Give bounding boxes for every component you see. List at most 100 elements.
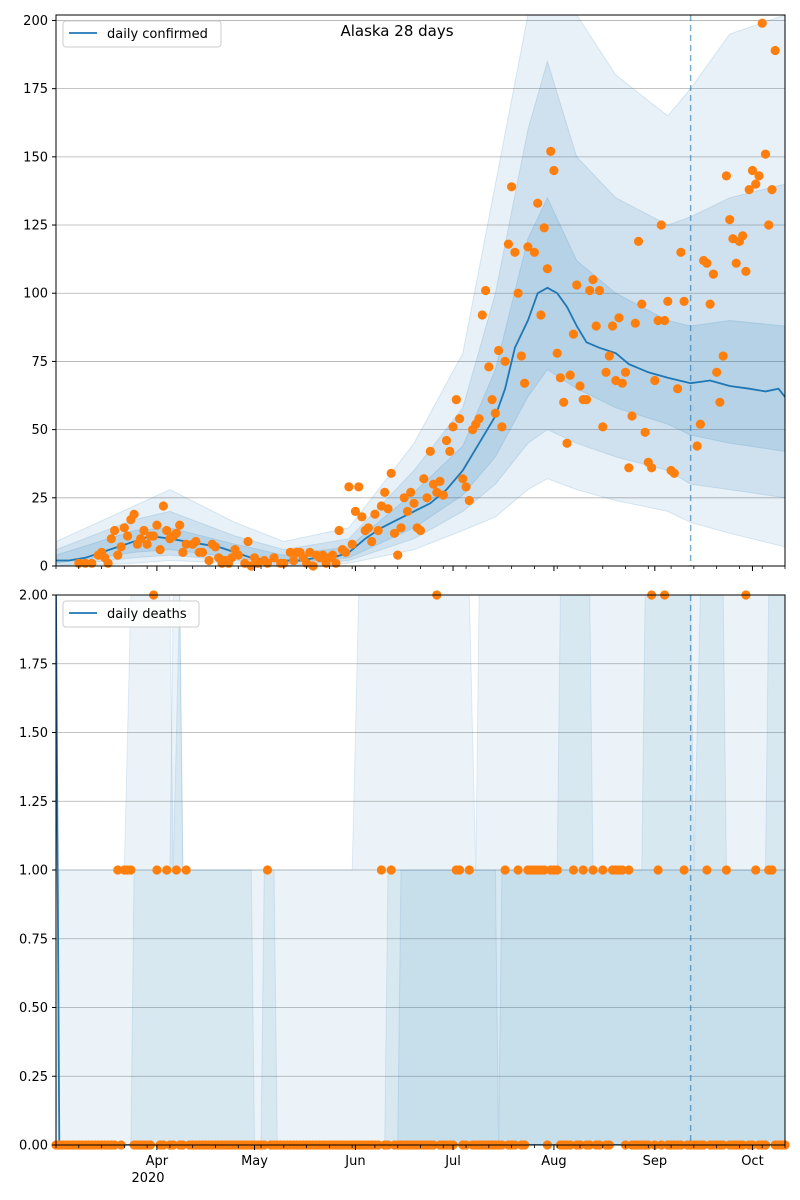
confirmed-data-point [181,539,191,549]
confirmed-data-point [435,476,445,486]
deaths-data-point [126,865,136,875]
deaths-data-point [598,865,608,875]
deaths-data-point [552,865,562,875]
deaths-data-point [653,865,663,875]
confirmed-data-point [402,506,413,516]
confirmed-y-ticks: 0 25 50 75 100 125 150 175 200 [23,14,56,575]
confirmed-data-point [197,547,208,558]
confirmed-data-point [233,550,243,560]
deaths-band [56,869,785,1145]
confirmed-data-point [344,482,354,492]
deaths-data-point [152,865,162,875]
confirmed-data-point [113,550,123,560]
confirmed-data-point [529,247,540,257]
deaths-data-point [113,865,123,875]
confirmed-data-point [285,547,295,558]
deaths-data-point [500,865,510,875]
confirmed-data-point [572,280,582,290]
confirmed-data-point [123,531,133,541]
confirmed-data-point [764,220,774,230]
confirmed-data-point [712,367,722,377]
deaths-legend-box [62,600,200,628]
confirmed-data-point [162,525,172,536]
confirmed-data-point [383,504,393,514]
confirmed-data-point [601,367,611,377]
confirmed-data-point [328,550,338,560]
confirmed-panel: 0 25 50 75 100 125 150 175 200 Alaska 28 days da… [23,14,786,575]
confirmed-data-point [490,408,500,418]
confirmed-legend-label: daily confirmed [107,27,208,42]
deaths-data-point [702,865,712,875]
confirmed-data-point [334,525,344,536]
confirmed-data-point [425,446,435,456]
confirmed-data-point [549,165,559,176]
deaths-xtick-label: Aug [541,1154,566,1169]
confirmed-data-point [640,427,650,437]
confirmed-data-point [575,381,585,391]
deaths-data-point [171,865,181,875]
confirmed-data-point [624,463,634,473]
confirmed-data-point [620,367,631,377]
deaths-data-point [386,865,396,875]
confirmed-data-point [679,296,689,306]
confirmed-data-point [669,468,679,478]
confirmed-data-point [363,523,373,533]
confirmed-legend-box [62,20,222,48]
confirmed-data-point [503,239,513,249]
confirmed-data-point [741,266,751,276]
confirmed-data-point [591,321,601,331]
confirmed-data-point [630,318,640,328]
confirmed-data-point [347,539,357,549]
confirmed-data-point [406,487,416,497]
confirmed-ytick-label: 50 [31,423,48,438]
confirmed-data-point [341,547,351,558]
confirmed-data-point [464,495,474,506]
confirmed-data-point [396,523,406,533]
deaths-data-point [679,865,689,875]
confirmed-ytick-label: 75 [31,355,48,370]
confirmed-data-point [718,351,728,361]
deaths-y-ticks: 0.00 0.25 0.50 0.75 1.00 1.25 1.50 1.75 2.00 [19,589,56,1154]
deaths-data-point [767,865,777,875]
confirmed-data-point [210,542,221,552]
confirmed-data-point [568,329,579,339]
confirmed-data-point [751,179,761,189]
confirmed-data-point [331,558,341,568]
confirmed-data-point [585,285,595,296]
deaths-data-point [376,865,386,875]
confirmed-data-point [546,146,556,156]
deaths-fit-line [56,595,785,1145]
confirmed-data-point [448,422,458,432]
confirmed-data-point [692,441,702,451]
deaths-data-point [455,865,465,875]
confirmed-data-point [106,534,116,544]
confirmed-data-point [598,422,608,432]
deaths-data-point [162,865,172,875]
deaths-data-point [624,865,634,875]
confirmed-data-point [614,313,624,323]
deaths-xtick-label: Oct [741,1154,763,1169]
confirmed-data-point [409,498,419,508]
confirmed-data-point [441,435,452,446]
deaths-legend: daily deaths [62,600,200,628]
confirmed-data-point [607,321,618,331]
confirmed-data-point [673,384,683,394]
confirmed-data-point [705,299,715,309]
deaths-uncertainty-bands [56,595,785,1145]
confirmed-data-point [562,438,572,448]
deaths-ytick-label: 1.50 [19,726,48,741]
confirmed-data-point [484,362,494,372]
confirmed-ytick-label: 100 [23,287,48,302]
deaths-x-ticks: Apr May Jun Jul Aug Sep Oct [55,1145,786,1169]
deaths-xtick-label: Jul [444,1154,461,1169]
confirmed-data-point [393,550,403,560]
deaths-data-point [568,865,579,875]
confirmed-data-point [487,395,497,405]
deaths-data-point [539,865,549,875]
confirmed-data-point [380,487,390,497]
confirmed-data-point [158,501,168,511]
deaths-legend-label: daily deaths [107,607,187,622]
deaths-ytick-label: 1.25 [19,795,48,810]
confirmed-uncertainty-bands [56,15,785,566]
confirmed-data-point [116,542,126,552]
